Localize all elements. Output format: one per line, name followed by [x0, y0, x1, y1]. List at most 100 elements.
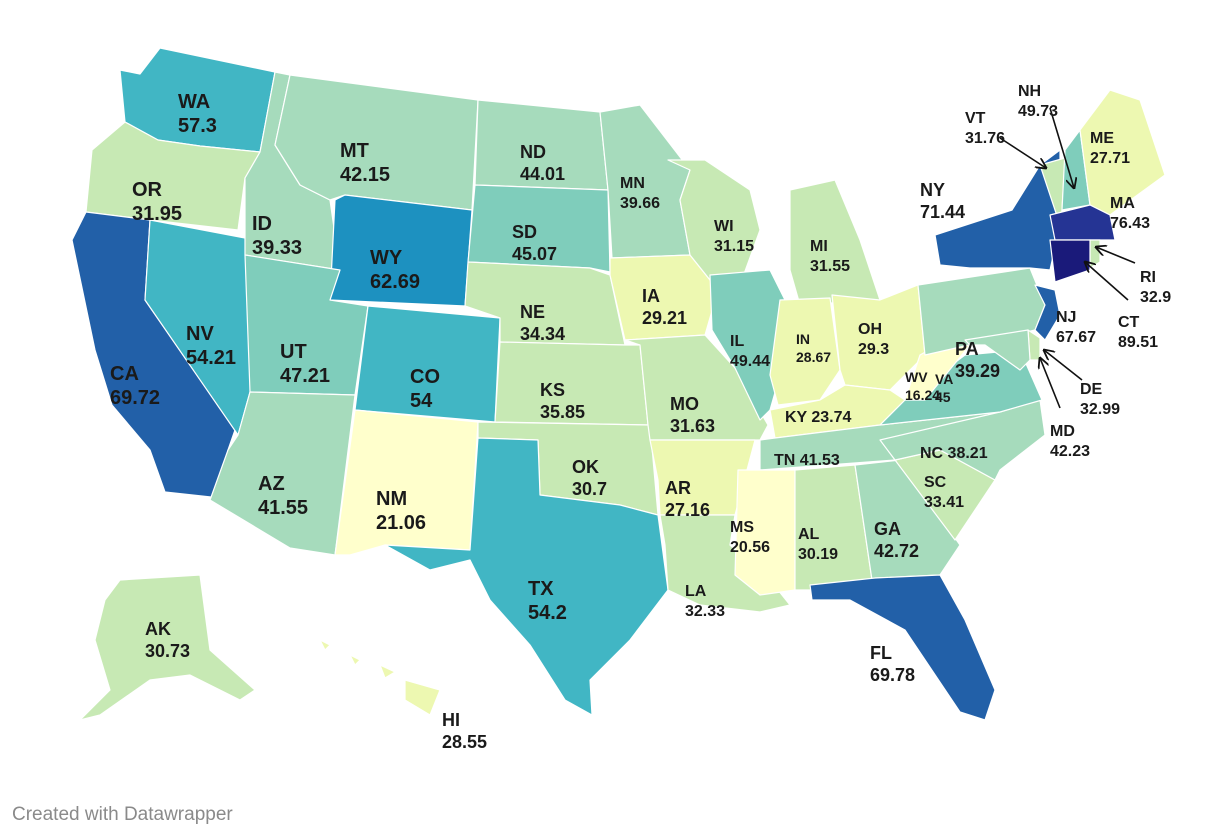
state-code-ri: RI [1140, 269, 1156, 286]
state-code-nd: ND [520, 142, 546, 162]
state-value-me: 27.71 [1090, 150, 1130, 167]
state-mi[interactable] [789, 179, 881, 306]
label-arrows [999, 107, 1136, 409]
state-code-ut: UT [280, 341, 307, 363]
state-value-ne: 34.34 [520, 324, 565, 344]
state-value-vt: 31.76 [965, 130, 1005, 147]
state-or[interactable] [85, 121, 261, 231]
state-code-in: IN [796, 331, 810, 347]
state-az[interactable] [209, 391, 356, 556]
label-arrow [1085, 262, 1129, 301]
label-arrow [1040, 358, 1061, 409]
state-value-wi: 31.15 [714, 238, 754, 255]
state-value-al: 30.19 [798, 546, 838, 563]
state-code-ne: NE [520, 302, 545, 322]
state-code-md: MD [1050, 423, 1075, 440]
state-code-co: CO [410, 366, 440, 388]
state-code-il: IL [730, 333, 744, 350]
state-value-il: 49.44 [730, 353, 770, 370]
state-nj[interactable] [1034, 284, 1061, 341]
state-code-nv: NV [186, 323, 214, 345]
state-value-ga: 42.72 [874, 541, 919, 561]
state-value-wy: 62.69 [370, 271, 420, 293]
state-code-mo: MO [670, 394, 699, 414]
state-value-mo: 31.63 [670, 416, 715, 436]
state-code-vt: VT [965, 110, 986, 127]
state-value-mn: 39.66 [620, 195, 660, 212]
state-value-fl: 69.78 [870, 665, 915, 685]
state-ms[interactable] [734, 469, 796, 596]
state-value-ca: 69.72 [110, 387, 160, 409]
state-mn[interactable] [599, 104, 691, 259]
state-value-tx: 54.2 [528, 602, 567, 624]
state-value-nd: 44.01 [520, 164, 565, 184]
label-arrow [1049, 107, 1074, 188]
state-value-ma: 76.43 [1110, 215, 1150, 232]
state-wy[interactable] [329, 194, 473, 307]
state-value-la: 32.33 [685, 603, 725, 620]
state-code-wv: WV [905, 369, 928, 385]
state-value-hi: 28.55 [442, 732, 487, 752]
state-value-wv: 16.24 [905, 387, 940, 403]
state-code-ia: IA [642, 286, 660, 306]
state-code-sd: SD [512, 222, 537, 242]
state-code-la: LA [685, 583, 707, 600]
state-code-nh: NH [1018, 83, 1041, 100]
state-code-va: VA [935, 371, 953, 387]
state-value-pa: 39.29 [955, 361, 1000, 381]
state-value-ar: 27.16 [665, 500, 710, 520]
credit-text: Created with Datawrapper [12, 804, 233, 825]
state-code-hi: HI [442, 710, 460, 730]
state-ct[interactable] [1049, 239, 1091, 283]
state-ri[interactable] [1089, 239, 1101, 269]
state-code-al: AL [798, 526, 820, 543]
state-value-ia: 29.21 [642, 308, 687, 328]
label-arrow [1096, 247, 1136, 264]
state-code-ak: AK [145, 619, 171, 639]
state-code-or: OR [132, 179, 163, 201]
state-code-pa: PA [955, 339, 979, 359]
state-code-az: AZ [258, 473, 285, 495]
state-hi[interactable] [319, 639, 441, 716]
state-value-de: 32.99 [1080, 401, 1120, 418]
state-tx[interactable] [384, 437, 669, 716]
state-code-wi: WI [714, 218, 734, 235]
state-value-nv: 54.21 [186, 347, 236, 369]
label-arrow [999, 137, 1046, 168]
state-code-me: ME [1090, 130, 1114, 147]
state-code-mt: MT [340, 140, 369, 162]
state-ak[interactable] [79, 574, 256, 721]
state-md[interactable] [964, 329, 1031, 371]
state-sd[interactable] [467, 184, 611, 273]
state-value-mi: 31.55 [810, 258, 850, 275]
state-oh[interactable] [831, 284, 926, 391]
state-code-ny: NY [920, 180, 945, 200]
state-value-sd: 45.07 [512, 244, 557, 264]
state-code-wy: WY [370, 247, 403, 269]
state-code-ca: CA [110, 363, 139, 385]
state-value-wa: 57.3 [178, 115, 217, 137]
state-value-nm: 21.06 [376, 512, 426, 534]
state-value-md: 42.23 [1050, 443, 1090, 460]
state-code-de: DE [1080, 381, 1103, 398]
state-code-nj: NJ [1056, 309, 1076, 326]
state-value-ri: 32.9 [1140, 289, 1171, 306]
state-code-ar: AR [665, 478, 691, 498]
state-code-fl: FL [870, 643, 892, 663]
state-code-sc: SC [924, 474, 947, 491]
state-code-oh: OH [858, 321, 882, 338]
state-value-nh: 49.73 [1018, 103, 1058, 120]
state-code-wa: WA [178, 91, 210, 113]
state-code-id: ID [252, 213, 272, 235]
state-code-tx: TX [528, 578, 554, 600]
state-code-ma: MA [1110, 195, 1135, 212]
state-ma[interactable] [1049, 204, 1116, 241]
state-code-ks: KS [540, 380, 565, 400]
state-fl[interactable] [809, 574, 996, 721]
state-value-ok: 30.7 [572, 479, 607, 499]
state-value-ms: 20.56 [730, 539, 770, 556]
state-code-ms: MS [730, 519, 754, 536]
state-value-ct: 89.51 [1118, 334, 1158, 351]
state-code-mi: MI [810, 238, 828, 255]
